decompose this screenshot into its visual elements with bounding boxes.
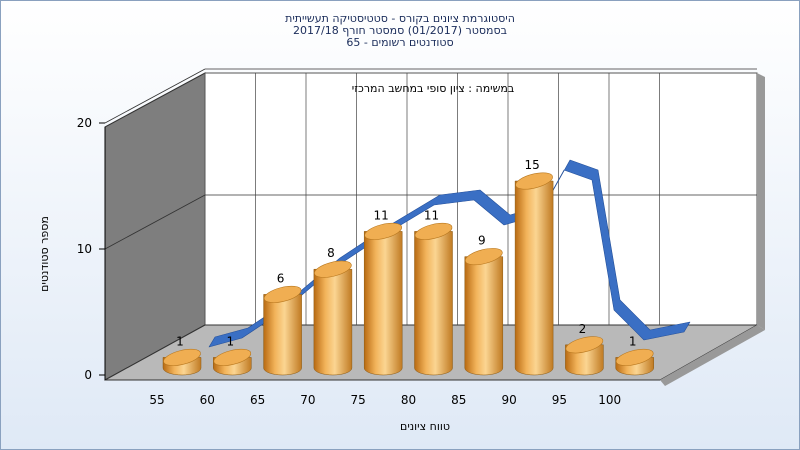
y-axis-ticks: 0 10 20 (77, 116, 106, 382)
y-tick-label: 10 (77, 242, 92, 256)
x-tick-label: 65 (250, 393, 265, 407)
back-wall-edge (757, 73, 765, 330)
bar-top (263, 285, 302, 303)
bar-body (414, 231, 453, 376)
x-tick-label: 85 (451, 393, 466, 407)
bar-top (515, 172, 553, 190)
floor-edge (660, 325, 765, 386)
bar (213, 348, 252, 376)
bar-data-label: 8 (327, 246, 335, 260)
bar-data-label: 9 (478, 234, 486, 248)
x-axis-label: טווח ציונים (400, 420, 450, 433)
bar (162, 348, 202, 376)
bar-body (363, 231, 403, 376)
x-tick-label: 75 (351, 393, 366, 407)
bar-top (615, 348, 654, 366)
bar-top (464, 248, 503, 266)
bar-data-label: 11 (374, 208, 389, 222)
x-tick-label: 80 (401, 393, 416, 407)
bar (565, 336, 604, 376)
bar-data-label: 1 (176, 334, 184, 348)
bar-top (163, 348, 201, 366)
gridline-left (104, 194, 206, 250)
bar-top (213, 348, 252, 366)
chart-title-line2: בסמסטר (01/2017) סמסטר חורף 2017/18 (293, 24, 507, 37)
x-tick-label: 95 (552, 393, 567, 407)
y-axis-label: מספר סטודנטים (38, 216, 51, 292)
y-tick-label: 0 (84, 368, 92, 382)
x-axis-ticks: 55 60 65 70 75 80 85 90 95 100 (149, 393, 621, 407)
x-tick-label: 70 (300, 393, 315, 407)
x-tick-label: 90 (501, 393, 516, 407)
bar-data-label: 6 (277, 271, 285, 285)
x-tick-label: 100 (598, 393, 621, 407)
bar (615, 348, 654, 376)
bar (263, 285, 302, 376)
chart-title-line3: סטודנטים רשומים - 65 (346, 36, 454, 49)
bar (414, 222, 453, 376)
bar-body (263, 294, 302, 376)
bar-top (565, 336, 604, 354)
bar-top (414, 222, 453, 240)
bar-data-label: 2 (579, 322, 587, 336)
bar-data-label: 1 (629, 334, 637, 348)
chart-title-line1: היסטוגרמת ציונים בקורס - סטטיסטיקה תעשיי… (285, 12, 515, 25)
bar-series (162, 172, 654, 376)
bar-data-label: 1 (226, 334, 234, 348)
bar-data-label: 11 (424, 208, 439, 222)
bar-top (314, 260, 352, 278)
bar-data-label: 15 (524, 158, 539, 172)
bar-body (514, 180, 554, 376)
bar-body (464, 256, 504, 376)
bar (363, 222, 403, 376)
bar (313, 260, 353, 376)
chart-subtitle: במשימה : ציון סופי במחשב המרכזי (352, 82, 515, 95)
bar-body (313, 268, 353, 376)
bar-top (364, 222, 403, 240)
gridline-left (104, 68, 206, 124)
bar (514, 172, 554, 376)
bar (464, 248, 504, 376)
x-tick-label: 55 (149, 393, 164, 407)
x-tick-label: 60 (200, 393, 215, 407)
y-tick-label: 20 (77, 116, 92, 130)
